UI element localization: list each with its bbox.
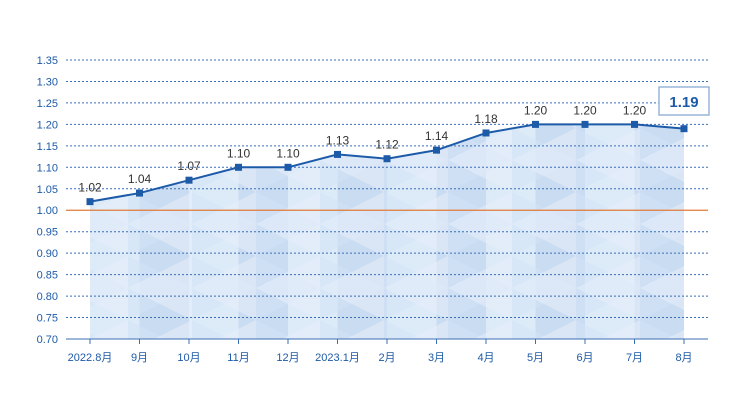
x-tick-label: 9月 bbox=[131, 352, 148, 364]
data-label: 1.02 bbox=[78, 181, 102, 195]
data-point bbox=[383, 155, 391, 163]
area-band-pattern bbox=[139, 180, 189, 339]
data-point bbox=[433, 146, 440, 154]
x-tick-label: 2023.1月 bbox=[315, 352, 360, 364]
y-tick-label: 1.20 bbox=[37, 119, 58, 131]
x-tick-label: 8月 bbox=[675, 352, 692, 364]
x-tick-label: 10月 bbox=[177, 352, 200, 364]
x-tick-label: 3月 bbox=[428, 352, 445, 364]
data-label: 1.14 bbox=[425, 129, 449, 143]
data-point bbox=[532, 120, 539, 128]
x-tick-label: 5月 bbox=[527, 352, 544, 364]
y-tick-label: 1.00 bbox=[37, 205, 58, 217]
data-point bbox=[185, 176, 193, 184]
area-band-pattern bbox=[90, 193, 140, 339]
data-label: 1.04 bbox=[128, 172, 152, 186]
x-tick-label: 4月 bbox=[477, 352, 494, 364]
y-tick-label: 1.10 bbox=[37, 162, 58, 174]
x-tick-label: 2月 bbox=[378, 352, 395, 364]
y-tick-label: 1.25 bbox=[37, 98, 58, 110]
y-tick-label: 1.30 bbox=[37, 76, 58, 88]
area-band-pattern bbox=[535, 124, 585, 339]
area-band-pattern bbox=[436, 132, 486, 339]
data-point bbox=[581, 120, 589, 128]
y-tick-label: 0.85 bbox=[37, 270, 58, 282]
y-tick-label: 0.90 bbox=[37, 248, 58, 260]
latest-value-callout bbox=[658, 86, 710, 116]
data-label: 1.20 bbox=[623, 103, 647, 117]
area-band-pattern bbox=[337, 154, 387, 339]
x-tick-label: 6月 bbox=[576, 352, 593, 364]
y-tick-label: 0.80 bbox=[37, 291, 58, 303]
x-tick-label: 12月 bbox=[276, 352, 299, 364]
data-label: 1.13 bbox=[326, 133, 350, 147]
data-label: 1.07 bbox=[177, 159, 201, 173]
y-tick-label: 0.75 bbox=[37, 313, 58, 325]
area-band-pattern bbox=[288, 154, 338, 339]
data-point bbox=[235, 163, 242, 171]
latest-value-text: 1.19 bbox=[669, 94, 698, 111]
data-point bbox=[284, 163, 292, 171]
y-tick-label: 1.35 bbox=[37, 55, 58, 67]
data-point bbox=[680, 125, 688, 133]
data-point bbox=[136, 189, 143, 197]
y-tick-label: 1.05 bbox=[37, 184, 58, 196]
data-point bbox=[86, 198, 94, 206]
data-point bbox=[334, 150, 341, 158]
data-label: 1.10 bbox=[276, 146, 300, 160]
data-label: 1.18 bbox=[474, 112, 498, 126]
data-label: 1.12 bbox=[375, 138, 399, 152]
y-tick-label: 0.70 bbox=[37, 334, 58, 346]
data-point bbox=[482, 129, 490, 137]
y-tick-label: 1.15 bbox=[37, 141, 58, 153]
y-tick-label: 0.95 bbox=[37, 227, 58, 239]
data-label: 1.10 bbox=[227, 146, 251, 160]
x-tick-label: 7月 bbox=[626, 352, 643, 364]
data-label: 1.20 bbox=[524, 103, 548, 117]
area-band-pattern bbox=[585, 124, 635, 339]
x-tick-label: 2022.8月 bbox=[68, 352, 113, 364]
x-tick-label: 11月 bbox=[227, 352, 249, 364]
area-band-pattern bbox=[387, 150, 437, 339]
data-label: 1.20 bbox=[573, 103, 597, 117]
data-point bbox=[631, 120, 638, 128]
